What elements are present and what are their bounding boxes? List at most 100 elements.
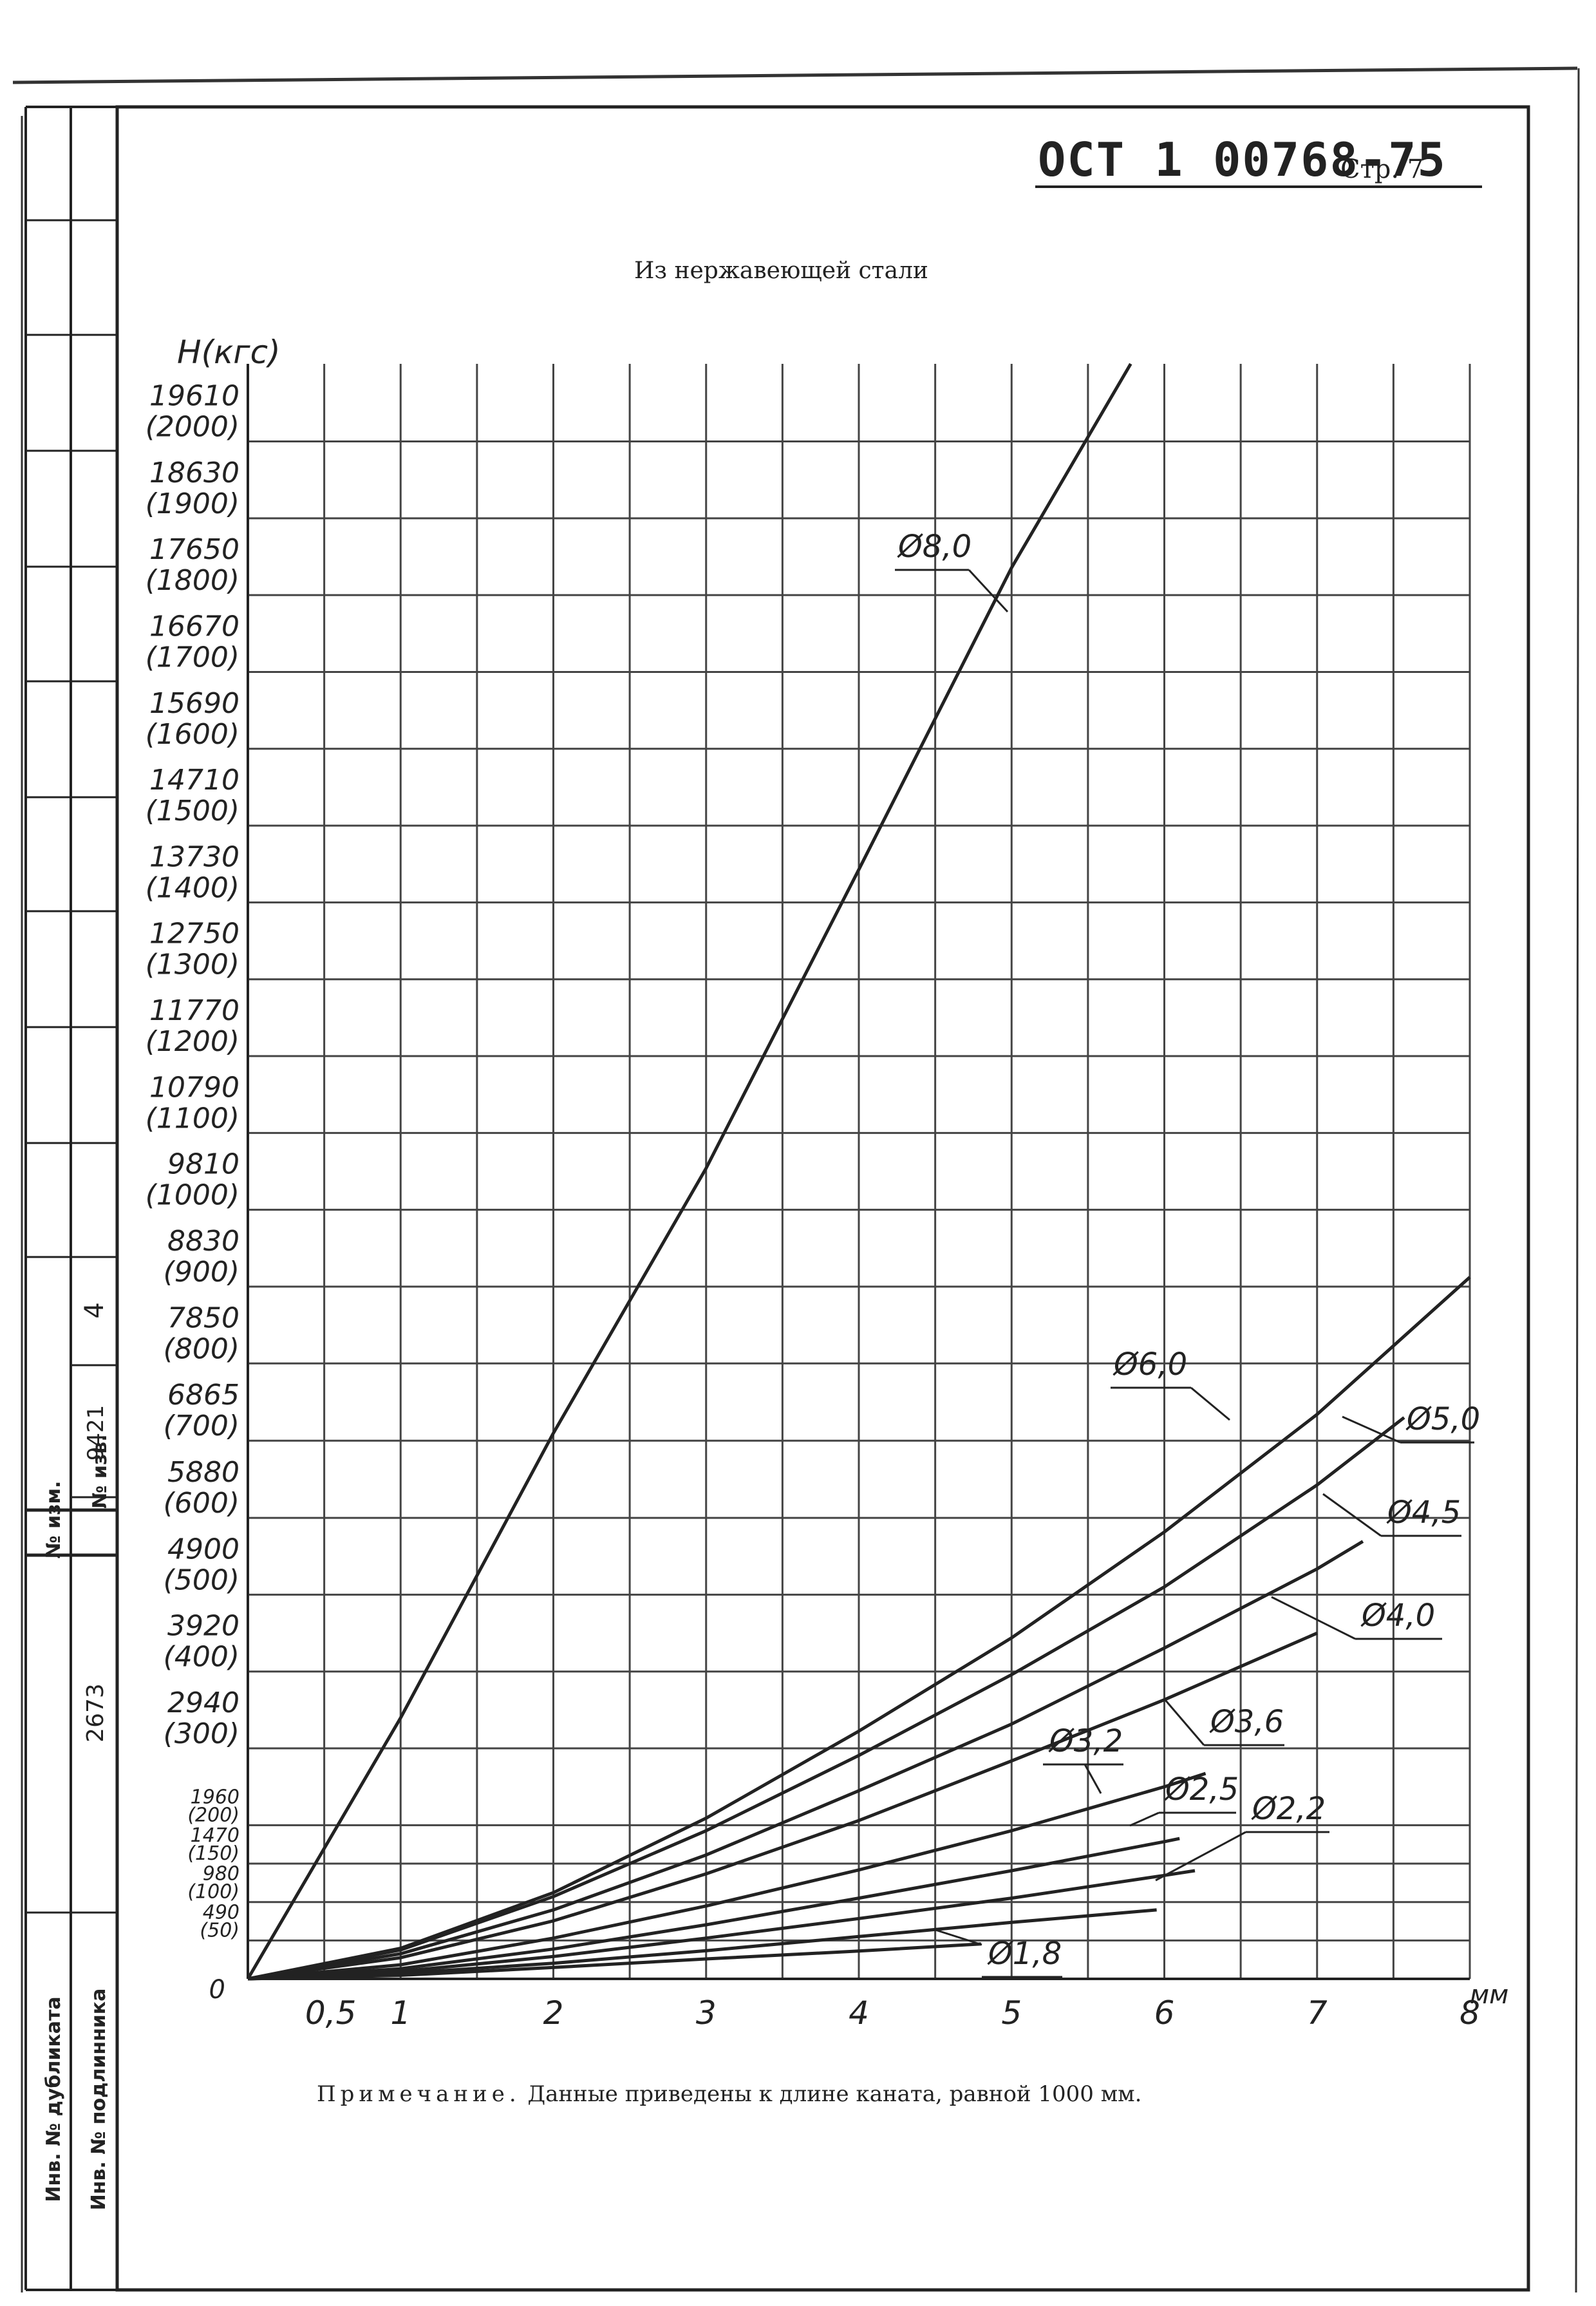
y-tick-sub-label-2: (1800) [146, 564, 239, 597]
y-tick-sub-label-6: (1400) [146, 871, 239, 904]
inner-frame [115, 105, 1530, 2292]
y-tick-sub-label-16: (400) [164, 1641, 239, 1674]
y-tick-sub-label-8: (1200) [146, 1025, 239, 1058]
series-leader-line-0 [968, 569, 1009, 613]
x-tick-label-7: 7 [1307, 1994, 1328, 2032]
series-label-9: Ø1,8 [987, 1936, 1062, 1972]
series-line-3 [247, 1540, 1364, 1981]
series-label-7: Ø2,5 [1164, 1772, 1239, 1808]
y-tick-labels: 19610(2000)18630(1900)17650(1800)16670(1… [146, 380, 239, 2005]
series-label-3: Ø4,5 [1386, 1495, 1461, 1531]
series-leader-line-3 [1322, 1493, 1382, 1537]
y-tick-label-14: 5880 [167, 1456, 239, 1489]
y-tick-label-3: 16670 [149, 610, 239, 643]
x-tick-label-5: 5 [1001, 1994, 1022, 2032]
y-tick-label-5: 14710 [149, 764, 239, 797]
y-axis-label: Н(кгс) [177, 334, 281, 371]
y-tick-label-17: 2940 [167, 1687, 239, 1719]
y-tick-label-21: 490 [203, 1901, 239, 1923]
y-tick-label-18: 1960 [191, 1786, 239, 1808]
series-line-1 [247, 1276, 1471, 1981]
y-tick-sub-label-15: (500) [164, 1564, 239, 1596]
x-tick-label-2: 2 [543, 1994, 564, 2032]
y-tick-sub-label-5: (1500) [146, 795, 239, 827]
y-tick-label-7: 12750 [149, 918, 239, 950]
y-tick-sub-label-13: (700) [164, 1410, 239, 1442]
y-tick-label-12: 7850 [167, 1301, 239, 1334]
series-line-4 [247, 1631, 1318, 1981]
y-tick-sub-label-3: (1700) [146, 641, 239, 674]
y-tick-sub-label-18: (200) [187, 1804, 239, 1826]
y-tick-label-11: 8830 [167, 1225, 239, 1258]
series-leader-line-1 [1190, 1386, 1230, 1421]
y-tick-label-9: 10790 [149, 1071, 239, 1104]
series-leader-line-9 [933, 1928, 982, 1946]
document-page-label: Стр. 7 [1340, 155, 1424, 184]
y-tick-sub-label-9: (1100) [146, 1102, 239, 1135]
y-tick-sub-label-10: (1000) [146, 1179, 239, 1212]
y-tick-sub-label-21: (50) [200, 1919, 239, 1942]
y-tick-label-1: 18630 [149, 457, 239, 489]
footnote-text: Данные приведены к длине каната, равной … [527, 2081, 1142, 2107]
y-tick-label-20: 980 [203, 1863, 239, 1885]
x-tick-labels: 0,5 1 2 3 4 5 6 7 8 [305, 1994, 1480, 2032]
chart-grid [247, 364, 1471, 1980]
y-tick-sub-label-11: (900) [164, 1256, 239, 1289]
series-line-8 [247, 1908, 1157, 1981]
stamp-row-lines [26, 219, 117, 1914]
origin-label: 0 [209, 1975, 225, 2005]
y-tick-sub-label-7: (1300) [146, 949, 239, 981]
page-border-right [1575, 68, 1580, 2293]
series-leader-line-2 [1342, 1415, 1401, 1444]
stamp-notice-label: № изв. [89, 1434, 111, 1508]
series-leader-line-6 [1084, 1764, 1102, 1794]
series-leader-line-8 [1155, 1831, 1246, 1882]
page-border-top [12, 66, 1578, 84]
y-tick-sub-label-0: (2000) [146, 411, 239, 444]
series-label-4: Ø4,0 [1360, 1598, 1435, 1634]
y-tick-label-16: 3920 [167, 1610, 239, 1643]
stamp-original-number: 2673 [82, 1683, 109, 1743]
chart-series [246, 363, 1471, 1981]
stamp-notice-number: 9421 [83, 1405, 109, 1461]
y-tick-label-2: 17650 [149, 533, 239, 566]
series-leader-line-7 [1129, 1811, 1159, 1827]
chart-title: Из нержавеющей стали [634, 258, 928, 284]
y-tick-label-0: 19610 [149, 380, 239, 413]
series-line-5 [247, 1772, 1206, 1981]
y-tick-label-19: 1470 [191, 1824, 239, 1847]
x-tick-label-3: 3 [696, 1994, 717, 2032]
series-label-1: Ø6,0 [1113, 1347, 1187, 1383]
x-tick-label-1: 1 [390, 1994, 411, 2032]
stamp-duplicate-inventory-label: Инв. № дубликата [42, 1996, 65, 2202]
footnote-lead: Примечание. [317, 2081, 521, 2107]
y-tick-label-4: 15690 [149, 687, 239, 720]
series-line-6 [247, 1837, 1180, 1981]
series-line-9 [247, 1942, 981, 1981]
series-leader-line-4 [1271, 1596, 1356, 1640]
y-tick-sub-label-19: (150) [187, 1842, 239, 1865]
series-label-8: Ø2,2 [1251, 1791, 1326, 1827]
y-tick-sub-label-17: (300) [164, 1717, 239, 1750]
series-leader-line-5 [1164, 1699, 1205, 1746]
series-label-5: Ø3,6 [1209, 1704, 1284, 1740]
y-tick-label-13: 6865 [167, 1379, 239, 1412]
y-tick-sub-label-14: (600) [164, 1487, 239, 1520]
x-tick-label-6: 6 [1154, 1994, 1175, 2032]
stamp-original-inventory-label: Инв. № подлинника [88, 1989, 110, 2211]
x-tick-label-4: 4 [849, 1994, 869, 2032]
stamp-change-label: № изм. [42, 1481, 65, 1559]
stamp-change-number: 4 [80, 1302, 109, 1318]
y-tick-label-8: 11770 [149, 994, 239, 1027]
document-code: ОСТ 1 00768-75 [1038, 133, 1447, 187]
series-labels: Ø8,0 Ø6,0 Ø5,0 Ø4,5 Ø4,0 Ø3,6 Ø3,2 Ø2,5 Ø2,2 Ø1,8 [895, 529, 1480, 1978]
x-tick-label-8: 8 [1460, 1994, 1480, 2032]
series-line-2 [247, 1416, 1405, 1981]
footnote: Примечание. Данные приведены к длине кан… [317, 2081, 1141, 2107]
series-label-0: Ø8,0 [897, 529, 972, 565]
y-tick-label-6: 13730 [149, 840, 239, 873]
y-tick-sub-label-12: (800) [164, 1332, 239, 1365]
series-label-2: Ø5,0 [1405, 1401, 1480, 1437]
stamp-texts: 4 9421 № изм. № изв. 2673 Инв. № дублика… [42, 1302, 111, 2210]
